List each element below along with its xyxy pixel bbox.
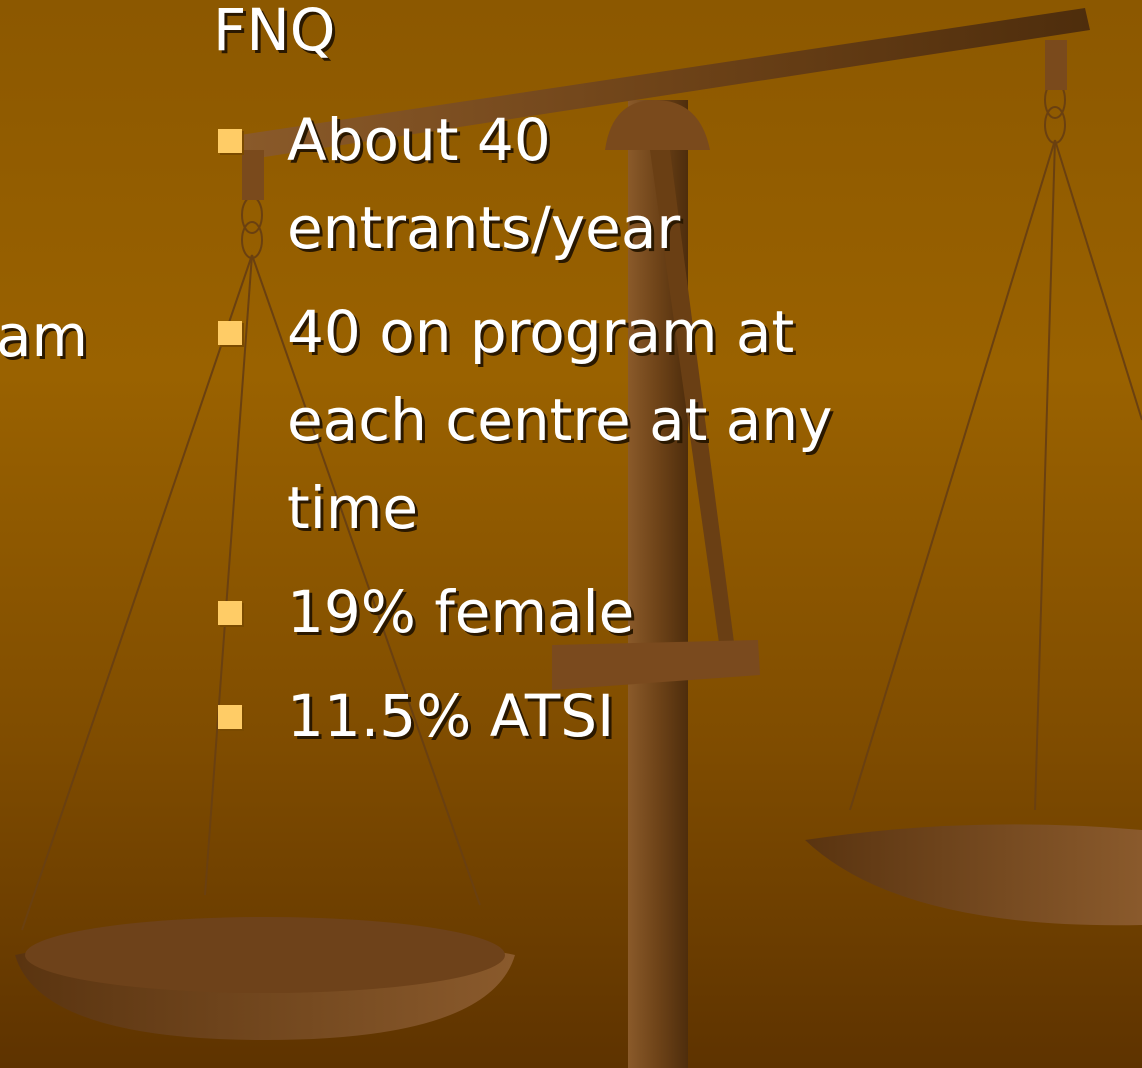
bullet-text: 19% female [287,578,634,646]
bullet-item: About 40 entrants/year [215,96,855,272]
left-text-fragment: am [0,292,88,380]
heading: FNQ [213,0,335,68]
bullet-item: 19% female [215,568,855,656]
bullet-item: 11.5% ATSI [215,672,855,760]
bullet-text: 40 on program at each centre at any time [287,298,832,542]
bullet-text: About 40 entrants/year [287,106,680,262]
bullet-text: 11.5% ATSI [287,682,614,750]
bullet-marker [218,705,242,729]
bullet-marker [218,321,242,345]
slide: FNQ am About 40 entrants/year 40 on progr… [0,0,1142,1068]
bullet-item: 40 on program at each centre at any time [215,288,855,552]
bullet-marker [218,601,242,625]
bullet-list: About 40 entrants/year 40 on program at e… [215,96,855,776]
bullet-marker [218,129,242,153]
